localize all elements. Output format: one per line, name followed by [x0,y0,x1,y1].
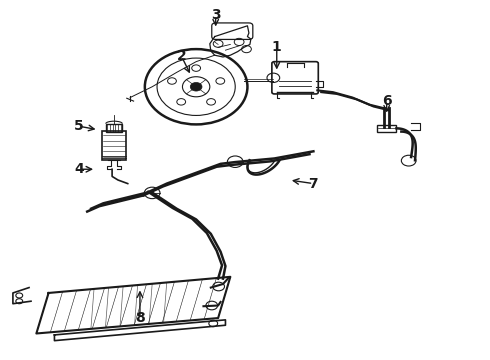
Circle shape [190,82,202,91]
Text: 5: 5 [74,119,84,133]
Bar [102,131,126,160]
Text: 8: 8 [135,311,145,325]
Bar [377,125,396,132]
Text: 1: 1 [272,40,282,54]
Bar [106,124,122,132]
Text: 6: 6 [382,94,392,108]
Text: 4: 4 [74,162,84,176]
Text: 3: 3 [211,8,220,22]
Text: 2: 2 [176,49,186,63]
Text: 7: 7 [309,177,318,190]
